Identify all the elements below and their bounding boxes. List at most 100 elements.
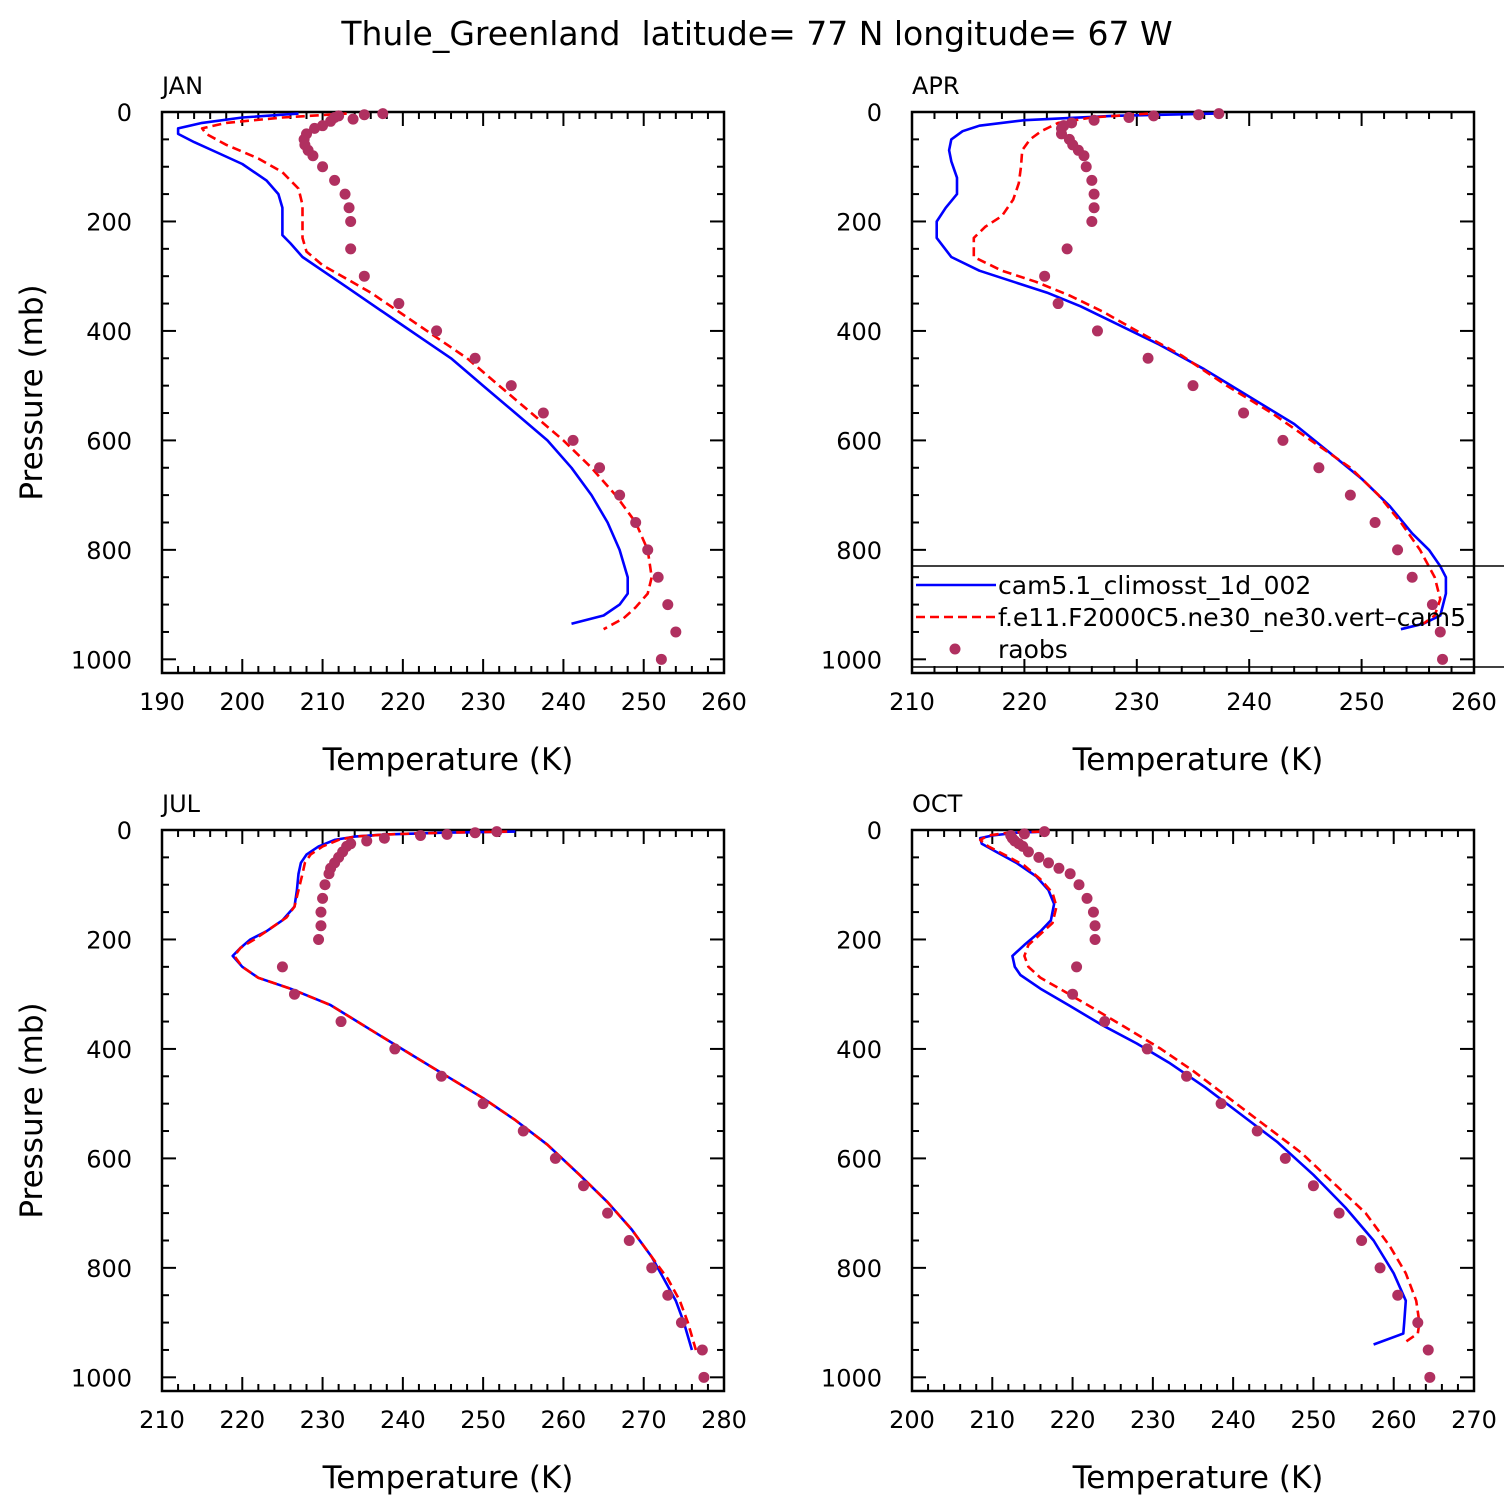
raobs-point bbox=[1067, 988, 1079, 1000]
raobs-point bbox=[339, 188, 351, 200]
series-line-cam5 bbox=[935, 112, 1448, 631]
raobs-point bbox=[325, 115, 337, 127]
raobs-point bbox=[1181, 1070, 1193, 1082]
raobs-point bbox=[1356, 1234, 1368, 1246]
y-tick-label: 1000 bbox=[71, 1364, 132, 1392]
raobs-point bbox=[315, 906, 327, 918]
raobs-point bbox=[1073, 879, 1085, 891]
plot-frame bbox=[160, 828, 726, 1393]
raobs-point bbox=[1071, 961, 1083, 973]
raobs-point bbox=[1434, 626, 1446, 638]
raobs-point bbox=[491, 826, 503, 838]
raobs-point bbox=[435, 1070, 447, 1082]
series-raobs bbox=[276, 826, 710, 1383]
panel-jan: JAN 190 200 210 220 230 240 250 260 0 200 400 600 800… bbox=[14, 72, 747, 778]
raobs-point bbox=[1091, 325, 1103, 337]
raobs-point bbox=[1061, 243, 1073, 255]
raobs-point bbox=[1193, 109, 1205, 121]
raobs-point bbox=[361, 835, 373, 847]
raobs-point bbox=[377, 108, 389, 120]
raobs-point bbox=[345, 243, 357, 255]
y-tick-label: 1000 bbox=[821, 646, 882, 674]
y-tick-label: 800 bbox=[86, 1255, 132, 1283]
x-tick-label: 230 bbox=[300, 1406, 346, 1434]
raobs-point bbox=[1251, 1125, 1263, 1137]
raobs-point bbox=[309, 122, 321, 134]
raobs-point bbox=[477, 1098, 489, 1110]
x-tick-label: 200 bbox=[219, 688, 265, 716]
raobs-point bbox=[347, 113, 359, 125]
raobs-point bbox=[696, 1344, 708, 1356]
panels: JAN 190 200 210 220 230 240 250 260 0 200 400 600 800… bbox=[14, 72, 1497, 1496]
raobs-point bbox=[469, 827, 481, 839]
raobs-point bbox=[1437, 653, 1449, 665]
raobs-point bbox=[1279, 1152, 1291, 1164]
series-line-f-e11 bbox=[978, 830, 1421, 1343]
raobs-point bbox=[623, 1234, 635, 1246]
x-tick-label: 250 bbox=[460, 1406, 506, 1434]
raobs-point bbox=[1422, 1344, 1434, 1356]
raobs-point bbox=[315, 920, 327, 932]
raobs-point bbox=[1344, 489, 1356, 501]
raobs-point bbox=[1099, 1016, 1111, 1028]
raobs-point bbox=[1148, 110, 1160, 122]
plot-frame bbox=[910, 110, 1476, 675]
y-tick-label: 200 bbox=[86, 926, 132, 954]
x-tick-label: 230 bbox=[460, 688, 506, 716]
raobs-point bbox=[1374, 1262, 1386, 1274]
raobs-point bbox=[1086, 174, 1098, 186]
raobs-point bbox=[323, 868, 335, 880]
panel-apr: APR 210 220 230 240 250 260 0 200 400 600 800 1000 Te… bbox=[821, 72, 1497, 778]
raobs-point bbox=[1053, 862, 1065, 874]
figure-title: Thule_Greenland latitude= 77 N longitude… bbox=[340, 14, 1172, 53]
raobs-point bbox=[393, 298, 405, 310]
raobs-point bbox=[1018, 828, 1030, 840]
x-tick-label: 240 bbox=[380, 1406, 426, 1434]
y-axis-label: Pressure (mb) bbox=[14, 1002, 50, 1218]
raobs-point bbox=[1307, 1180, 1319, 1192]
plot-frame bbox=[160, 110, 726, 675]
raobs-point bbox=[1141, 1043, 1153, 1055]
raobs-point bbox=[276, 961, 288, 973]
x-tick-label: 260 bbox=[1451, 688, 1497, 716]
raobs-point bbox=[614, 489, 626, 501]
y-tick-label: 0 bbox=[117, 99, 132, 127]
raobs-point bbox=[1392, 1289, 1404, 1301]
series-raobs bbox=[1039, 108, 1449, 665]
legend: cam5.1_climosst_1d_002 f.e11.F2000C5.ne30… bbox=[912, 565, 1504, 668]
y-tick-label: 200 bbox=[86, 208, 132, 236]
x-tick-label: 210 bbox=[139, 1406, 185, 1434]
x-tick-label: 260 bbox=[1371, 1406, 1417, 1434]
raobs-point bbox=[1052, 298, 1064, 310]
raobs-point bbox=[517, 1125, 529, 1137]
raobs-point bbox=[1369, 516, 1381, 528]
raobs-point bbox=[1033, 851, 1045, 863]
x-tick-label: 240 bbox=[1226, 688, 1272, 716]
x-tick-label: 210 bbox=[969, 1406, 1015, 1434]
y-tick-label: 1000 bbox=[821, 1364, 882, 1392]
y-tick-label: 0 bbox=[867, 817, 882, 845]
raobs-point bbox=[343, 202, 355, 214]
raobs-point bbox=[670, 626, 682, 638]
series-line-cam5 bbox=[978, 830, 1408, 1346]
raobs-point bbox=[1089, 920, 1101, 932]
raobs-point bbox=[1412, 1317, 1424, 1329]
raobs-point bbox=[662, 599, 674, 611]
series-line-f-e11 bbox=[972, 112, 1442, 625]
raobs-point bbox=[313, 933, 325, 945]
raobs-point bbox=[567, 434, 579, 446]
panel-oct: OCT 200 210 220 230 240 250 260 270 0 200 400 600 800… bbox=[821, 790, 1497, 1496]
raobs-point bbox=[675, 1317, 687, 1329]
raobs-point bbox=[319, 879, 331, 891]
raobs-point bbox=[441, 828, 453, 840]
y-axis-label: Pressure (mb) bbox=[14, 284, 50, 500]
x-tick-label: 240 bbox=[541, 688, 587, 716]
x-tick-label: 240 bbox=[1210, 1406, 1256, 1434]
raobs-point bbox=[1081, 892, 1093, 904]
raobs-point bbox=[389, 1043, 401, 1055]
raobs-point bbox=[335, 1016, 347, 1028]
series-line-cam5 bbox=[176, 112, 629, 625]
raobs-point bbox=[642, 544, 654, 556]
legend-marker-dot bbox=[949, 643, 961, 655]
x-tick-label: 210 bbox=[889, 688, 935, 716]
